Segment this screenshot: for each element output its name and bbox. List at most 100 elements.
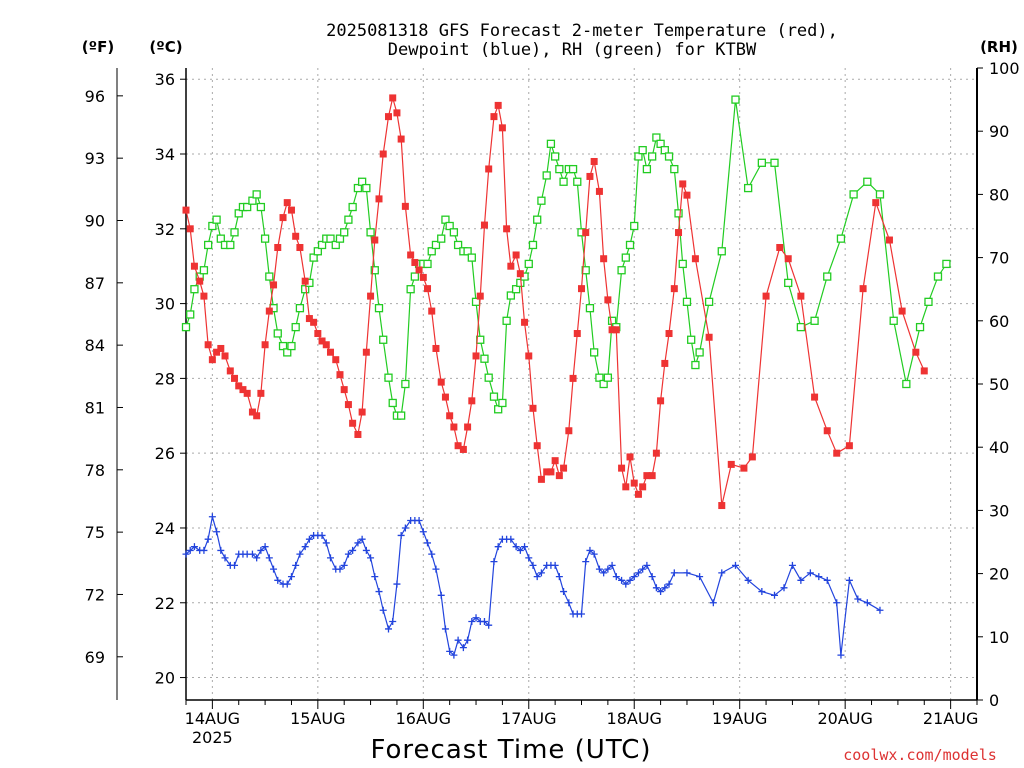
rh-point: [648, 152, 657, 161]
rh-point: [463, 247, 472, 256]
rh-point: [366, 228, 375, 237]
dewpoint-point: [432, 565, 440, 573]
dewpoint-point: [446, 647, 454, 655]
dewpoint-point: [586, 546, 594, 554]
rh-point: [226, 240, 235, 250]
temperature-point: [441, 393, 449, 401]
credit-text: coolwx.com/models: [843, 746, 997, 764]
rh-point: [770, 158, 779, 167]
temperature-point: [652, 449, 660, 457]
rh-tick-label: 20: [989, 565, 1009, 584]
temperature-point: [358, 408, 366, 416]
temperature-point: [604, 296, 612, 304]
dewpoint-point: [322, 539, 330, 547]
celsius-tick-label: 36: [155, 70, 175, 89]
dewpoint-point: [876, 606, 884, 614]
rh-point: [234, 209, 243, 218]
temperature-point: [507, 262, 515, 270]
dewpoint-point: [744, 576, 752, 584]
rh-point: [410, 272, 420, 281]
dewpoint-point: [292, 561, 300, 569]
rh-point: [836, 234, 846, 243]
temperature-point: [270, 281, 278, 289]
temperature-point: [661, 359, 669, 367]
rh-point: [796, 322, 806, 332]
dewpoint-point: [533, 573, 541, 581]
fahrenheit-unit-label: (ºF): [82, 38, 114, 56]
rh-point: [423, 259, 432, 269]
rh-point: [353, 183, 363, 193]
rh-tick-label: 90: [989, 122, 1009, 141]
dewpoint-point: [326, 554, 334, 562]
temperature-point: [287, 206, 295, 214]
dewpoint-point: [459, 644, 467, 652]
rh-point: [243, 202, 252, 212]
dewpoint-point: [578, 610, 585, 618]
fahrenheit-tick-label: 96: [85, 87, 105, 106]
temperature-point: [226, 367, 234, 375]
dewpoint-point: [221, 554, 229, 562]
temperature-point: [630, 479, 638, 487]
fahrenheit-tick-label: 84: [85, 336, 105, 355]
temperature-point: [296, 244, 304, 252]
axes: 20 22 24 26 28 30 32 34 36 69 72 75 78 81 84 87 90 93 96 0 1…: [85, 59, 1020, 747]
celsius-tick-label: 30: [155, 295, 175, 314]
temperature-point: [525, 352, 533, 360]
rh-point: [362, 183, 371, 193]
rh-point: [670, 164, 679, 174]
rh-point: [568, 164, 578, 174]
temperature-point: [516, 270, 524, 278]
rh-point: [555, 164, 564, 174]
temperature-point: [512, 251, 520, 259]
temperature-point: [424, 285, 432, 293]
rh-point: [585, 304, 595, 313]
rh-point: [743, 183, 753, 193]
rh-point: [533, 215, 542, 224]
dewpoint-point: [248, 550, 256, 558]
rh-point: [573, 177, 582, 186]
rh-point: [467, 253, 476, 262]
dewpoint-point: [261, 543, 269, 551]
temperature-point: [389, 94, 397, 102]
dewpoint-point: [379, 606, 387, 614]
dewpoint-point: [639, 565, 647, 573]
dewpoint-point: [393, 580, 401, 588]
rh-point: [216, 234, 225, 243]
rh-tick-label: 50: [989, 375, 1009, 394]
dewpoint-series: [182, 513, 884, 659]
dewpoint-point: [718, 569, 726, 577]
temperature-point: [182, 206, 190, 214]
dewpoint-point: [555, 573, 563, 581]
temperature-point: [468, 397, 476, 405]
temperature-point: [265, 307, 273, 315]
rh-point: [695, 348, 704, 357]
fahrenheit-tick-label: 87: [85, 274, 105, 293]
dewpoint-point: [336, 565, 344, 573]
temperature-point: [648, 472, 656, 480]
chart-title: 2025081318 GFS Forecast 2-meter Temperat…: [326, 21, 838, 41]
rh-point: [691, 360, 700, 370]
dewpoint-point: [318, 531, 326, 539]
temperature-point: [450, 423, 458, 431]
temperature-point: [428, 307, 436, 315]
x-tick-label: 15AUG: [290, 709, 345, 728]
dewpoint-point: [468, 617, 476, 625]
rh-point: [427, 247, 436, 256]
rh-point: [638, 146, 647, 155]
dewpoint-point: [371, 573, 379, 581]
dewpoint-point: [200, 546, 208, 554]
temperature-point: [608, 326, 616, 334]
rh-point: [902, 379, 911, 389]
dewpoint-point: [354, 539, 362, 547]
rh-tick-label: 80: [989, 185, 1009, 204]
temperature-point: [762, 292, 770, 300]
temperature-point: [375, 195, 383, 203]
dewpoint-point: [362, 546, 370, 554]
dewpoint-point: [634, 569, 642, 577]
rh-point: [498, 398, 507, 408]
temperature-point: [521, 318, 529, 326]
temperature-point: [340, 386, 348, 394]
temperature-point: [459, 445, 467, 453]
grid-lines: [186, 68, 977, 700]
dewpoint-point: [437, 591, 445, 599]
